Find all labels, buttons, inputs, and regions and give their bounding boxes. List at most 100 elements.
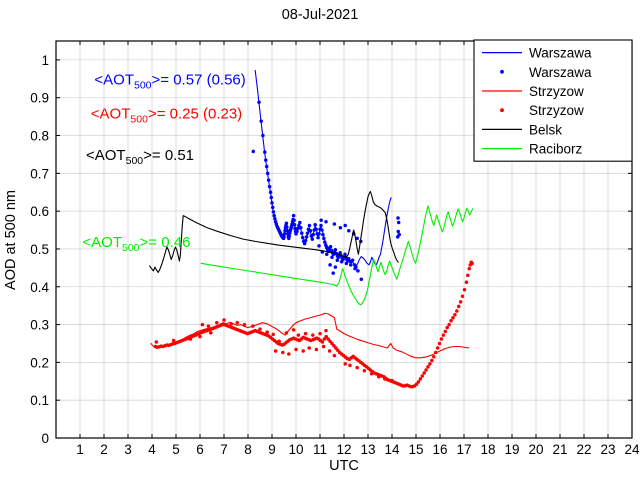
data-point (332, 222, 337, 226)
data-point (455, 309, 459, 313)
data-point (466, 273, 470, 278)
x-tick-label: 21 (552, 442, 567, 457)
data-point (277, 339, 281, 343)
data-point (282, 235, 286, 239)
aot-annotation: <AOT500>= 0.51 (86, 147, 194, 167)
x-tick-label: 17 (456, 442, 471, 457)
data-point (318, 331, 322, 336)
data-point (418, 377, 423, 381)
legend-box (473, 39, 633, 162)
series-points-warszawa (251, 100, 401, 281)
data-point (321, 232, 325, 237)
data-point (302, 241, 307, 246)
y-tick-label: 0.9 (30, 91, 49, 106)
data-point (353, 266, 357, 271)
data-point (437, 341, 442, 346)
data-point (328, 263, 332, 267)
data-point (328, 244, 333, 249)
data-point (268, 190, 273, 194)
data-series-group (149, 69, 474, 389)
data-point (307, 223, 312, 228)
data-point (251, 324, 255, 328)
legend-label: Strzyzow (529, 84, 584, 99)
x-tick-label: 12 (336, 442, 351, 457)
y-tick-label: 0.4 (30, 280, 49, 295)
data-point (261, 133, 265, 138)
data-point (356, 269, 360, 273)
data-point (324, 328, 328, 333)
data-point (273, 349, 278, 353)
y-tick-label: 0.8 (30, 129, 49, 144)
legend-label: Belsk (529, 122, 562, 137)
data-point (293, 226, 297, 231)
data-point (314, 347, 319, 352)
data-point (453, 312, 457, 317)
data-point (355, 365, 359, 370)
y-tick-label: 0.5 (30, 242, 49, 257)
data-point (390, 378, 394, 383)
data-point (424, 368, 428, 372)
data-point (264, 158, 268, 162)
data-point (359, 277, 364, 281)
data-point (298, 220, 302, 225)
data-point (383, 377, 387, 381)
data-point (188, 337, 193, 341)
x-tick-label: 11 (313, 442, 327, 457)
data-point (348, 363, 352, 368)
data-point (266, 178, 271, 182)
data-point (333, 265, 338, 269)
data-point (287, 234, 292, 238)
data-point (420, 374, 424, 378)
data-point (305, 231, 310, 235)
data-point (265, 330, 269, 334)
data-point (271, 210, 276, 214)
series-points-strzyzow (153, 260, 474, 389)
data-point (435, 346, 440, 350)
page-title: 08-Jul-2021 (282, 7, 359, 23)
legend-label: Raciborz (529, 142, 583, 157)
data-point (460, 294, 465, 298)
data-point (272, 213, 276, 218)
data-point (287, 352, 291, 356)
y-tick-label: 1 (41, 53, 49, 68)
data-point (292, 218, 296, 222)
data-point (433, 350, 438, 355)
x-tick-label: 7 (220, 442, 228, 457)
y-tick-label: 0.1 (30, 393, 49, 408)
data-point (327, 349, 332, 353)
data-point (282, 232, 287, 236)
aot-annotation: <AOT500>= 0.57 (0.56) (94, 71, 245, 91)
data-point (300, 231, 304, 235)
data-point (430, 358, 434, 363)
data-point (377, 375, 381, 379)
series-line-belsk (149, 190, 399, 273)
data-point (439, 337, 444, 341)
data-point (242, 322, 247, 327)
x-tick-label: 1 (76, 442, 84, 457)
data-point (229, 322, 233, 326)
data-point (284, 221, 289, 225)
data-point (314, 227, 318, 232)
data-point (307, 346, 311, 350)
x-tick-label: 13 (360, 442, 375, 457)
data-point (449, 319, 453, 323)
data-point (308, 229, 313, 233)
data-point (303, 238, 308, 243)
x-tick-label: 24 (624, 442, 640, 457)
data-point (215, 320, 219, 325)
data-point (235, 320, 239, 325)
y-tick-label: 0 (41, 431, 49, 446)
data-point (270, 205, 275, 210)
data-point (296, 333, 301, 337)
data-point (428, 362, 432, 366)
data-point (362, 368, 367, 373)
x-tick-label: 10 (288, 442, 303, 457)
data-point (333, 247, 338, 252)
data-point (443, 329, 448, 334)
y-axis-label: AOD at 500 nm (3, 190, 19, 290)
data-point (296, 226, 300, 231)
data-point (343, 252, 347, 256)
data-point (285, 225, 289, 229)
data-point (339, 260, 344, 264)
